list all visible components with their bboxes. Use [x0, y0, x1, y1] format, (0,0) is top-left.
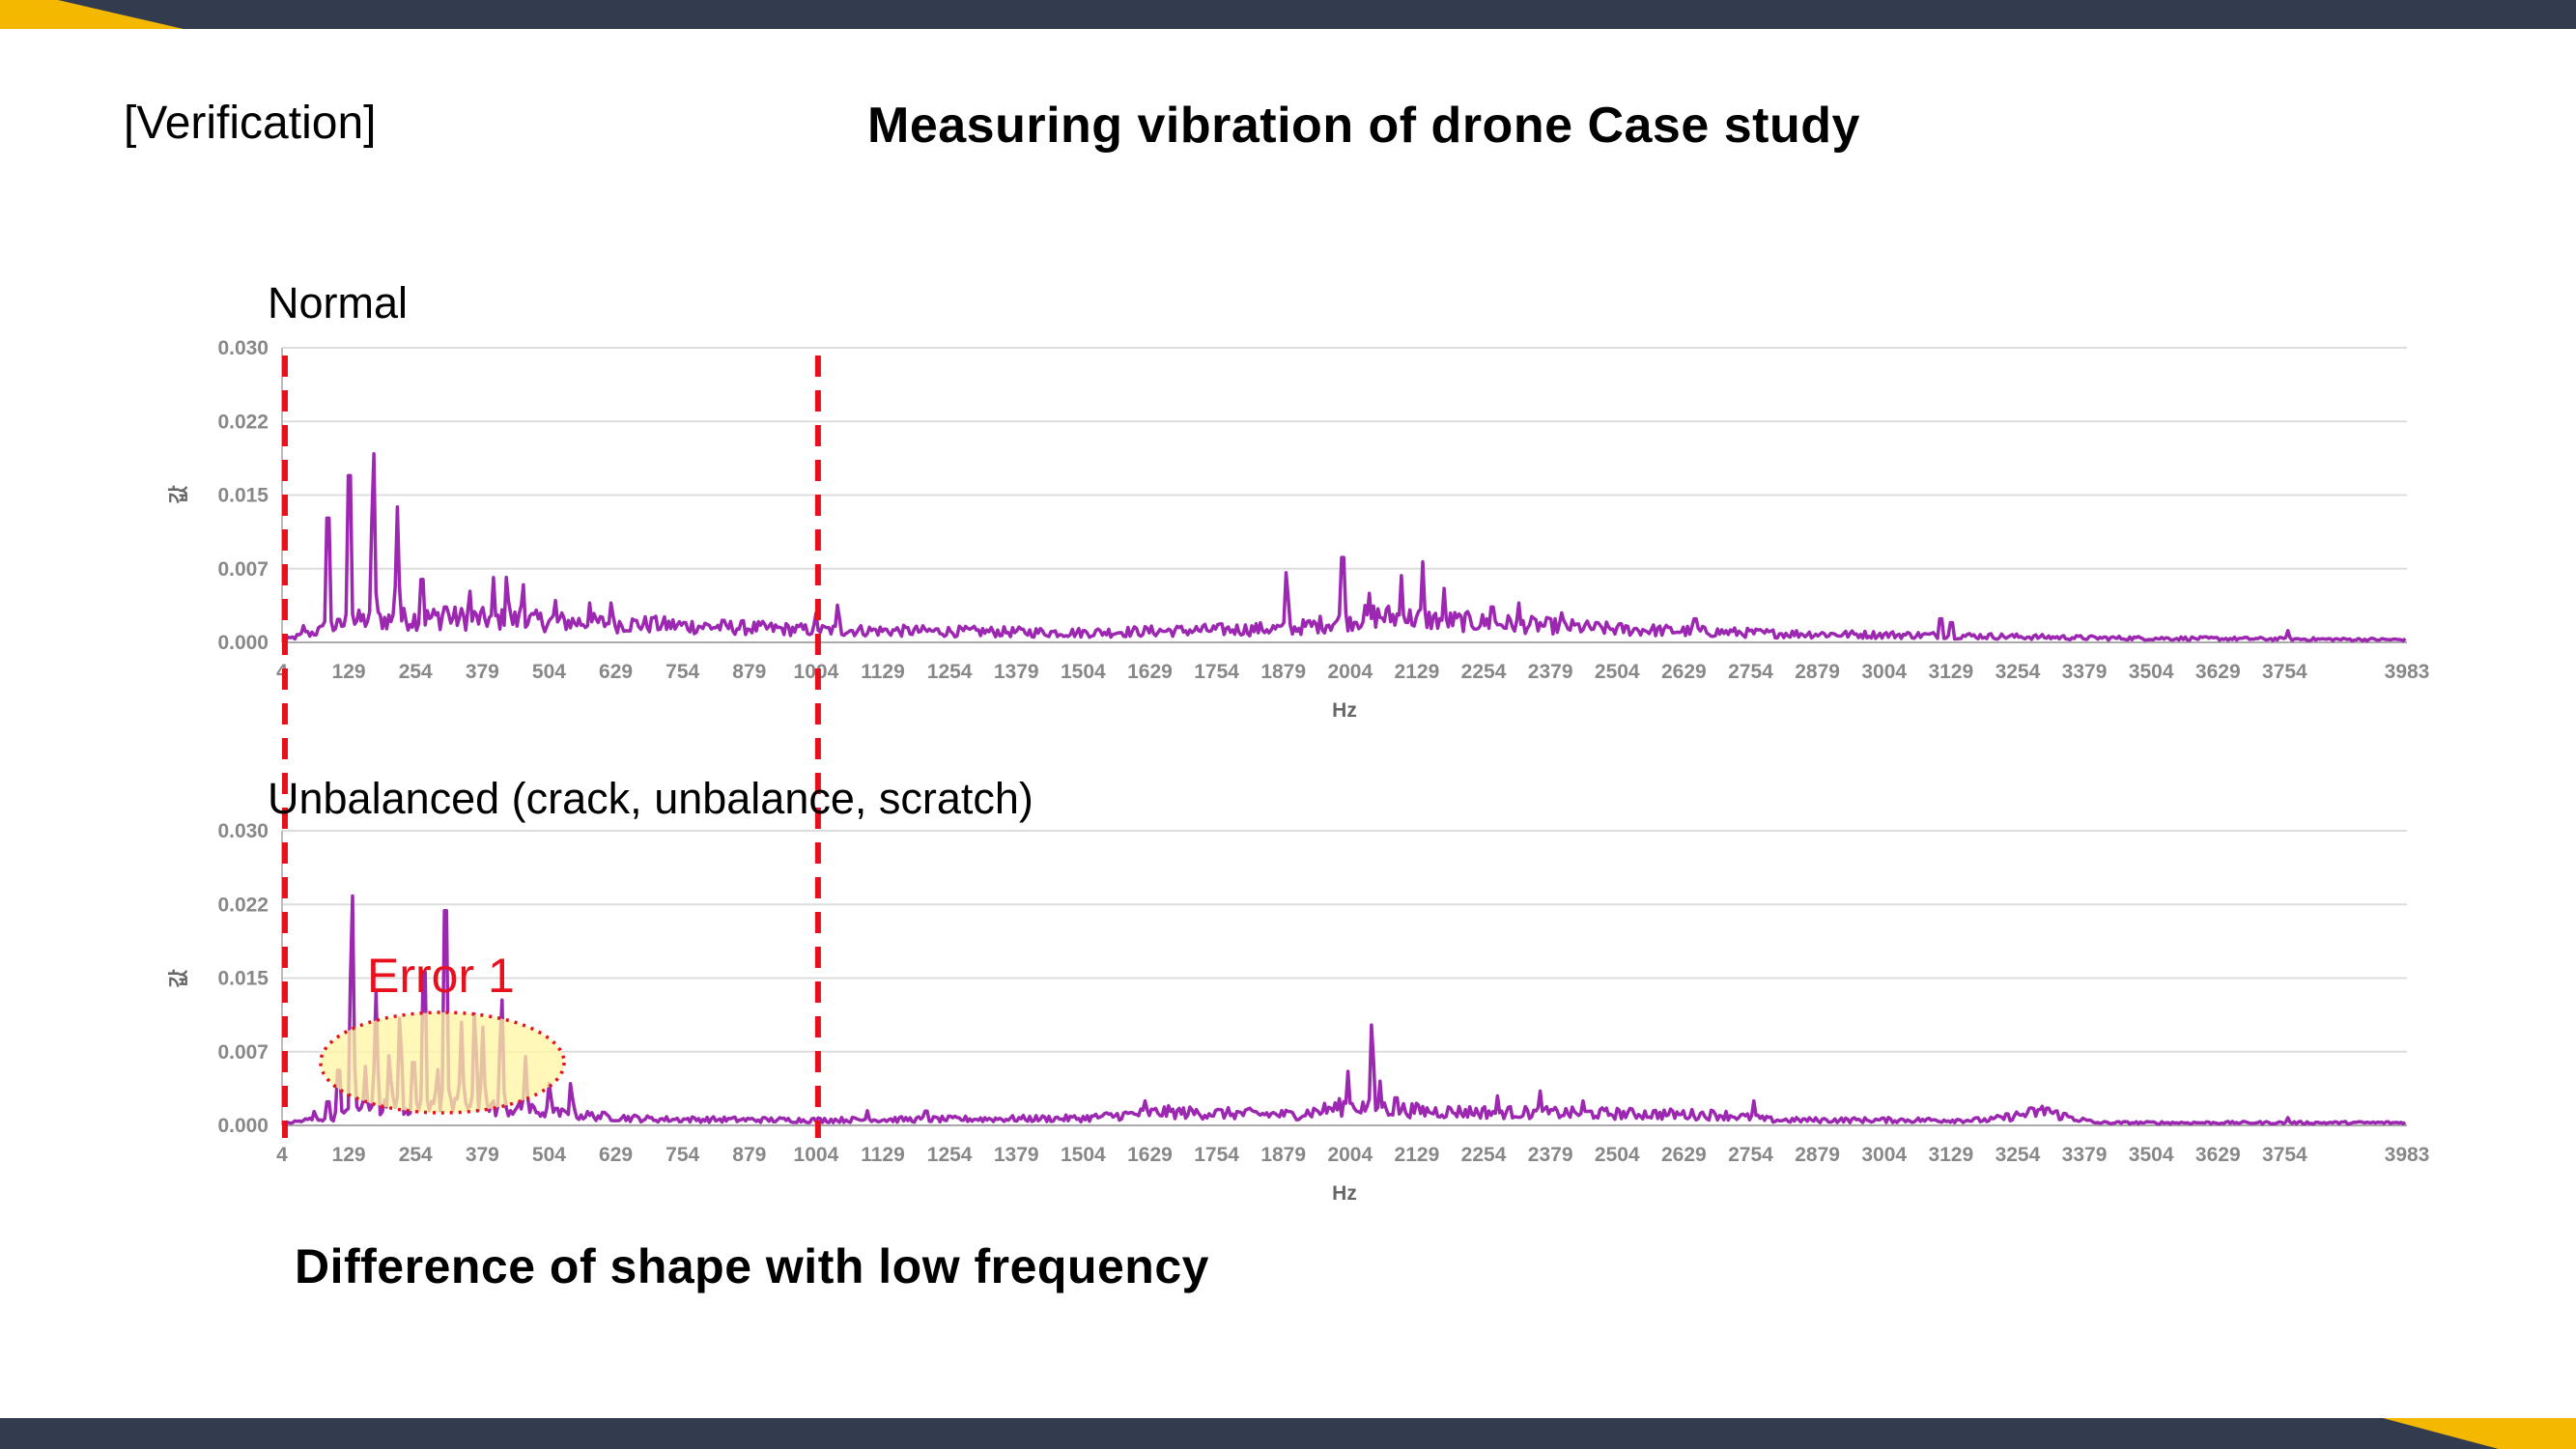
x-tick-label: 754 [665, 661, 699, 683]
x-tick-label: 2254 [1461, 661, 1507, 683]
x-tick-label: 2629 [1661, 661, 1707, 683]
x-tick-label: 1629 [1127, 1144, 1173, 1166]
y-tick-label: 0.007 [217, 1041, 269, 1064]
x-tick-label: 1379 [994, 1144, 1039, 1166]
series-line-1 [281, 452, 2407, 643]
x-tick-label: 2129 [1395, 1144, 1440, 1166]
bottom-bar [0, 1418, 2576, 1449]
x-tick-label: 2254 [1461, 1144, 1507, 1166]
x-tick-label: 2379 [1528, 1144, 1573, 1166]
y-tick-label: 0.022 [217, 894, 269, 916]
x-tick-label: 3129 [1928, 661, 1973, 683]
y-tick-label: 0.000 [217, 632, 269, 654]
error-label: Error 1 [367, 949, 515, 1003]
x-tick-label: 1504 [1061, 661, 1106, 683]
x-tick-label: 3983 [2385, 661, 2430, 683]
x-tick-label: 754 [665, 1144, 699, 1166]
x-tick-label: 3754 [2262, 661, 2307, 683]
x-tick-label: 3004 [1861, 1144, 1907, 1166]
x-tick-label: 1004 [794, 1144, 839, 1166]
x-tick-label: 2504 [1595, 661, 1640, 683]
y-tick-label: 0.000 [217, 1115, 269, 1137]
x-tick-label: 3629 [2195, 1144, 2241, 1166]
x-tick-label: 2879 [1795, 661, 1840, 683]
x-tick-label: 3983 [2385, 1144, 2430, 1166]
x-tick-label: 379 [466, 661, 499, 683]
x-tick-label: 3754 [2262, 1144, 2307, 1166]
y-axis-label: 값 [168, 969, 190, 987]
section-label: [Verification] [124, 98, 377, 149]
x-tick-label: 4 [276, 1144, 288, 1166]
y-axis-label: 값 [168, 485, 190, 503]
y-tick-label: 0.015 [217, 485, 269, 507]
error-highlight-ellipse [319, 1010, 566, 1115]
x-tick-label: 2754 [1728, 661, 1773, 683]
x-tick-label: 3504 [2129, 661, 2174, 683]
x-tick-label: 2129 [1395, 661, 1440, 683]
x-tick-label: 1629 [1127, 661, 1173, 683]
x-tick-label: 3254 [1996, 1144, 2041, 1166]
chart-title-2: Unbalanced (crack, unbalance, scratch) [268, 774, 1033, 823]
x-tick-label: 629 [599, 661, 633, 683]
x-tick-label: 1129 [861, 661, 905, 683]
x-tick-label: 1879 [1260, 661, 1306, 683]
x-tick-label: 3129 [1928, 1144, 1973, 1166]
x-tick-label: 2504 [1595, 1144, 1640, 1166]
x-tick-label: 2004 [1327, 1144, 1373, 1166]
x-tick-label: 3004 [1861, 661, 1907, 683]
y-tick-label: 0.007 [217, 558, 269, 581]
x-tick-label: 2379 [1528, 661, 1573, 683]
x-tick-label: 879 [732, 661, 766, 683]
x-tick-label: 129 [332, 661, 366, 683]
x-tick-label: 629 [599, 1144, 633, 1166]
x-tick-label: 1254 [927, 661, 973, 683]
x-tick-label: 2629 [1661, 1144, 1707, 1166]
x-tick-label: 504 [532, 661, 566, 683]
x-tick-label: 3254 [1996, 661, 2041, 683]
x-tick-label: 1754 [1194, 661, 1239, 683]
y-tick-label: 0.015 [217, 968, 269, 990]
x-tick-label: 379 [466, 1144, 499, 1166]
x-tick-label: 2879 [1795, 1144, 1840, 1166]
x-tick-label: 2004 [1327, 661, 1373, 683]
x-tick-label: 129 [332, 1144, 366, 1166]
x-tick-label: 1129 [861, 1144, 905, 1166]
chart-title-1: Normal [268, 278, 409, 327]
x-tick-label: 2754 [1728, 1144, 1773, 1166]
x-tick-label: 1379 [994, 661, 1039, 683]
x-tick-label: 3379 [2062, 1144, 2108, 1166]
y-tick-label: 0.022 [217, 411, 269, 433]
top-accent-stripe [0, 0, 184, 29]
x-axis-label: Hz [1332, 699, 1357, 722]
x-tick-label: 1754 [1194, 1144, 1239, 1166]
x-tick-label: 1879 [1260, 1144, 1306, 1166]
series-line-2 [281, 894, 2407, 1126]
chart-panel-2: 0.000 0.007 0.015 0.022 0.030 4 129 254 379 504 62… [168, 820, 2429, 1205]
x-tick-label: 254 [399, 1144, 433, 1166]
top-bar [0, 0, 2576, 29]
x-tick-label: 254 [399, 661, 433, 683]
y-tick-label: 0.030 [217, 820, 269, 842]
footer-caption: Difference of shape with low frequency [295, 1239, 1209, 1293]
bottom-accent-stripe [2383, 1418, 2576, 1449]
x-tick-label: 3379 [2062, 661, 2108, 683]
page-title: Measuring vibration of drone Case study [867, 98, 1860, 154]
x-tick-label: 1504 [1061, 1144, 1106, 1166]
x-tick-label: 3629 [2195, 661, 2241, 683]
x-axis-label: Hz [1332, 1182, 1357, 1205]
x-tick-label: 504 [532, 1144, 566, 1166]
x-tick-label: 1254 [927, 1144, 973, 1166]
chart-panel-1: 0.0000.0070.0150.0220.030412925437950462… [168, 337, 2429, 722]
x-tick-label: 3504 [2129, 1144, 2174, 1166]
y-tick-label: 0.030 [217, 337, 269, 359]
x-tick-label: 879 [732, 1144, 766, 1166]
